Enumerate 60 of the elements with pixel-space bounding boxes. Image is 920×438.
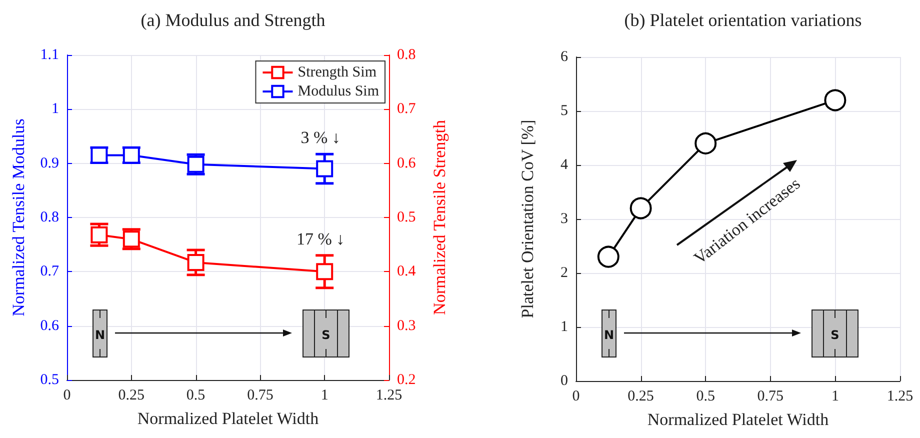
y-tick-label: 0.9 [40,155,59,172]
point [694,132,717,154]
point [90,226,108,244]
wide-block-icon: S [302,310,350,358]
point [824,89,846,112]
y-axis-title: Platelet Orientation CoV [%] [518,120,537,318]
y2-tick-label: 0.8 [397,47,416,63]
y2-tick-label: 0.6 [397,155,416,172]
y-tick-label: 4 [560,157,568,173]
wide-block-icon: S [812,310,858,358]
point [316,160,334,178]
point [597,246,620,268]
y-tick-label: 5 [560,103,568,119]
y-tick-label: 0.7 [40,264,60,280]
x-tick-label: 1.25 [886,388,914,404]
point [630,197,652,220]
annotation: 17 % ↓ [296,229,345,248]
x-tick-label: 1 [320,388,328,404]
y-tick-label: 0 [560,373,568,389]
narrow-block-icon: N [602,310,616,358]
y2-tick-label: 0.3 [397,318,416,334]
x-axis-title: Normalized Platelet Width [647,410,830,429]
y2-tick-label: 0.5 [397,210,416,226]
y2-tick-label: 0.7 [397,101,416,118]
annotation: 3 % ↓ [300,128,340,148]
x-tick-label: 1 [831,388,839,404]
x-tick-label: 1.25 [376,388,402,404]
y-tick-label: 1 [52,101,59,118]
legend-label: Strength Sim [298,64,377,80]
narrow-block-icon: N [92,310,108,358]
point [316,263,334,280]
chart-title: (b) Platelet orientation variations [624,10,862,30]
annotation: S [322,328,330,342]
x-tick-label: 0.5 [186,388,206,404]
y2-tick-label: 0.2 [397,372,416,388]
x-tick-label: 0.75 [247,388,274,404]
y-tick-label: 0.6 [40,318,60,334]
y-axis-title: Normalized Tensile Modulus [9,118,28,316]
y2-tick-label: 0.4 [397,264,416,280]
point [187,254,204,271]
y-tick-label: 1.1 [40,47,59,63]
x-tick-label: 0 [572,388,580,404]
annotation: N [604,328,614,342]
x-axis-title: Normalized Platelet Width [137,409,320,428]
x-tick-label: 0.25 [628,388,654,404]
y-tick-label: 0.8 [40,210,59,226]
y-tick-label: 1 [560,319,568,335]
x-tick-label: 0.75 [757,388,784,404]
x-tick-label: 0.5 [696,388,715,404]
chart-title: (a) Modulus and Strength [140,10,326,30]
y-tick-label: 2 [560,265,568,281]
y-tick-label: 6 [560,49,568,65]
annotation: S [830,328,840,342]
x-tick-label: 0 [63,388,71,404]
legend-label: Modulus Sim [298,84,380,100]
y2-axis-title: Normalized Tensile Strength [430,120,449,315]
y-tick-label: 3 [560,211,568,227]
annotation: N [94,328,106,342]
x-tick-label: 0.25 [118,388,145,404]
y-tick-label: 0.5 [40,372,59,388]
